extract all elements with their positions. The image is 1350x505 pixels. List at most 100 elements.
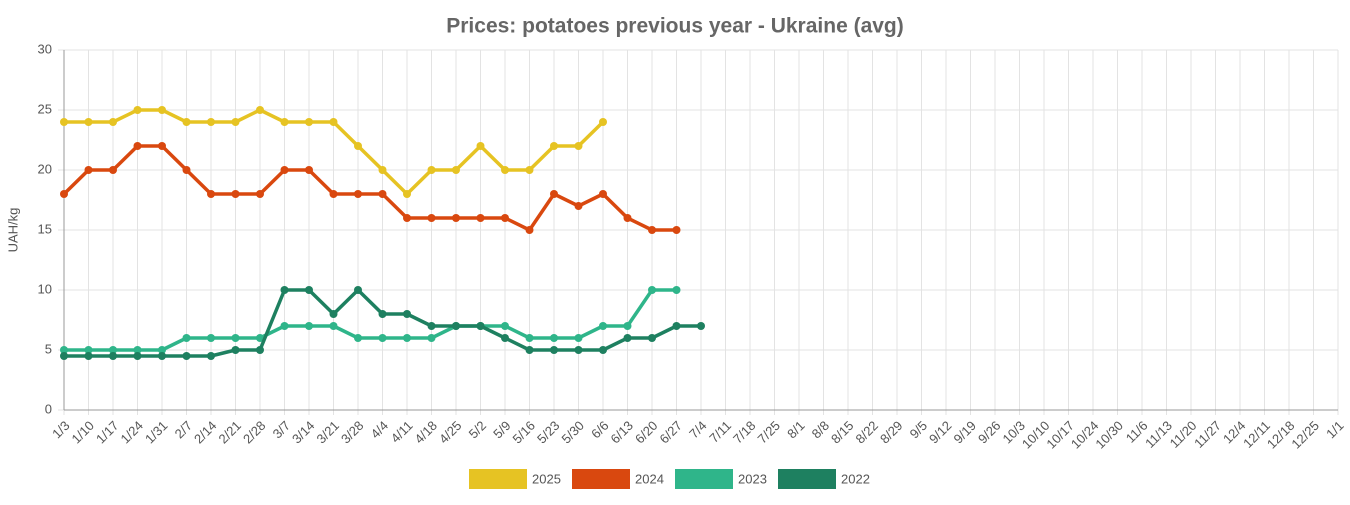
data-point: [329, 322, 338, 330]
legend-swatch: [675, 469, 733, 489]
data-point: [574, 202, 583, 210]
series-line: [62, 144, 677, 232]
x-tick-label: 7/25: [755, 418, 784, 447]
y-tick-label: 10: [38, 281, 52, 296]
data-point: [648, 286, 656, 294]
x-tick-label: 6/20: [632, 418, 661, 447]
y-tick-label: 0: [45, 401, 52, 416]
data-point: [133, 346, 142, 354]
y-tick-label: 20: [38, 161, 52, 176]
data-point: [476, 214, 485, 222]
data-point: [231, 346, 240, 354]
data-point: [305, 118, 313, 126]
data-point: [280, 118, 289, 126]
data-point: [378, 166, 387, 174]
x-tick-label: 5/9: [490, 418, 513, 441]
data-point: [158, 346, 166, 354]
x-tick-label: 2/28: [240, 418, 269, 447]
data-point: [231, 190, 240, 198]
x-tick-label: 8/29: [877, 418, 906, 447]
x-tick-label: 1/3: [49, 418, 72, 441]
x-tick-label: 8/22: [853, 418, 882, 447]
data-point: [378, 190, 387, 198]
data-point: [109, 166, 117, 174]
data-point: [354, 190, 362, 198]
data-point: [354, 334, 362, 342]
x-tick-label: 4/4: [368, 418, 391, 441]
data-point: [182, 334, 191, 342]
data-point: [207, 352, 215, 360]
data-point: [256, 106, 264, 114]
x-tick-label: 6/13: [608, 418, 637, 447]
x-tick-label: 6/27: [657, 418, 686, 447]
data-point: [133, 142, 142, 150]
x-tick-label: 4/25: [436, 418, 465, 447]
data-point: [599, 190, 607, 198]
x-tick-label: 5/2: [466, 418, 489, 441]
data-point: [452, 214, 460, 222]
data-point: [550, 346, 558, 354]
data-point: [305, 166, 313, 174]
x-tick-label: 12/25: [1288, 418, 1322, 452]
y-tick-label: 5: [45, 341, 52, 356]
data-point: [550, 334, 558, 342]
data-point: [280, 286, 289, 294]
data-point: [280, 322, 289, 330]
x-tick-label: 2/7: [172, 418, 195, 441]
data-point: [525, 346, 534, 354]
x-tick-label: 11/27: [1191, 418, 1224, 451]
data-point: [427, 214, 436, 222]
series-line: [64, 288, 677, 352]
data-point: [525, 226, 534, 234]
data-point: [623, 214, 632, 222]
data-point: [305, 322, 313, 330]
data-point: [84, 166, 93, 174]
x-tick-label: 4/18: [412, 418, 441, 447]
data-point: [672, 226, 681, 234]
data-point: [158, 106, 166, 114]
data-point: [133, 352, 142, 360]
data-point: [648, 334, 656, 342]
data-point: [329, 118, 338, 126]
data-point: [501, 322, 509, 330]
x-tick-label: 4/11: [388, 418, 416, 446]
x-tick-label: 5/16: [510, 418, 539, 447]
data-point: [525, 166, 534, 174]
data-point: [354, 142, 362, 150]
data-point: [84, 118, 93, 126]
x-tick-label: 1/10: [69, 418, 98, 447]
data-point: [109, 118, 117, 126]
x-tick-label: 10/24: [1068, 418, 1102, 452]
data-point: [648, 226, 656, 234]
x-tick-label: 6/6: [588, 418, 611, 441]
x-tick-label: 7/18: [730, 418, 759, 447]
data-point: [60, 190, 68, 198]
data-point: [501, 166, 509, 174]
data-point: [550, 190, 558, 198]
x-tick-label: 9/5: [907, 418, 930, 441]
data-point: [403, 310, 411, 318]
x-tick-label: 7/11: [706, 418, 734, 446]
legend-swatch: [469, 469, 527, 489]
y-tick-label: 15: [38, 221, 52, 236]
x-tick-label: 7/4: [686, 418, 709, 441]
data-point: [574, 334, 583, 342]
x-tick-label: 3/14: [289, 418, 318, 447]
data-point: [354, 286, 362, 294]
data-point: [525, 334, 534, 342]
data-point: [60, 352, 68, 360]
x-tick-label: 2/14: [191, 418, 220, 447]
x-tick-label: 10/17: [1043, 418, 1077, 452]
data-point: [599, 346, 607, 354]
x-tick-label: 9/19: [951, 418, 980, 447]
x-tick-label: 3/28: [338, 418, 367, 447]
data-point: [207, 118, 215, 126]
data-point: [476, 142, 485, 150]
x-tick-label: 8/1: [784, 418, 807, 441]
data-point: [672, 322, 681, 330]
data-point: [60, 118, 68, 126]
x-tick-label: 1/31: [142, 418, 171, 447]
data-point: [501, 334, 509, 342]
data-point: [378, 334, 387, 342]
data-point: [623, 334, 632, 342]
